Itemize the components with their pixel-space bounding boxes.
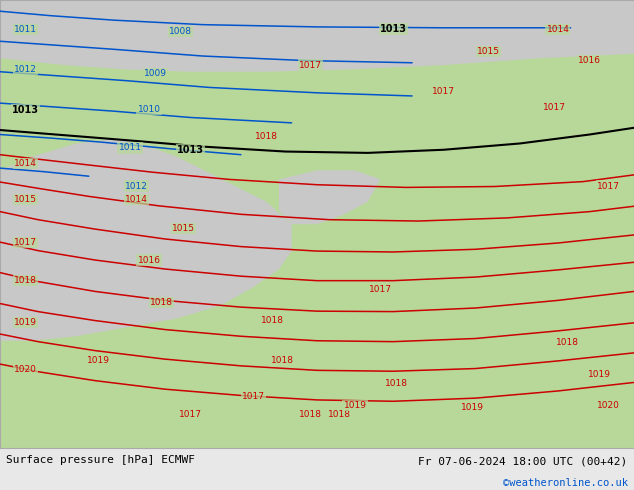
Text: 1019: 1019 [588, 370, 611, 379]
Text: 1019: 1019 [14, 318, 37, 327]
Text: 1014: 1014 [125, 195, 148, 204]
Text: 1011: 1011 [14, 24, 37, 34]
Text: 1019: 1019 [344, 401, 366, 410]
Text: 1013: 1013 [380, 24, 406, 34]
Text: 1012: 1012 [14, 65, 37, 74]
Text: 1015: 1015 [172, 224, 195, 233]
Text: 1020: 1020 [597, 401, 620, 410]
Polygon shape [0, 0, 634, 72]
Text: 1018: 1018 [261, 316, 284, 325]
Text: 1018: 1018 [556, 339, 579, 347]
Text: Surface pressure [hPa] ECMWF: Surface pressure [hPa] ECMWF [6, 455, 195, 465]
Text: 1014: 1014 [14, 159, 37, 168]
Text: 1017: 1017 [597, 182, 620, 191]
Text: 1009: 1009 [144, 70, 167, 78]
Text: ©weatheronline.co.uk: ©weatheronline.co.uk [503, 478, 628, 488]
Text: 1018: 1018 [328, 410, 351, 419]
Text: 1017: 1017 [299, 60, 322, 70]
Text: 1018: 1018 [14, 276, 37, 285]
Text: 1019: 1019 [87, 356, 110, 366]
Polygon shape [0, 0, 634, 448]
Text: 1012: 1012 [125, 182, 148, 191]
Text: 1017: 1017 [242, 392, 265, 401]
Text: 1014: 1014 [547, 24, 569, 34]
Text: 1015: 1015 [477, 47, 500, 56]
Polygon shape [0, 139, 292, 341]
Text: 1018: 1018 [255, 132, 278, 141]
Text: 1018: 1018 [385, 379, 408, 388]
Text: 1017: 1017 [14, 238, 37, 246]
Text: 1013: 1013 [177, 145, 204, 155]
Text: 1011: 1011 [119, 144, 141, 152]
Text: 1013: 1013 [12, 105, 39, 115]
Text: 1019: 1019 [461, 403, 484, 413]
Text: 1017: 1017 [179, 410, 202, 419]
Text: 1016: 1016 [138, 256, 160, 265]
Text: 1017: 1017 [432, 87, 455, 97]
Polygon shape [279, 171, 380, 224]
Text: 1020: 1020 [14, 366, 37, 374]
Text: 1016: 1016 [578, 56, 601, 65]
Text: 1008: 1008 [169, 27, 192, 36]
Text: 1018: 1018 [271, 356, 294, 366]
Text: 1017: 1017 [543, 103, 566, 112]
Text: 1017: 1017 [369, 285, 392, 294]
Text: 1018: 1018 [150, 298, 173, 307]
Text: 1010: 1010 [138, 105, 160, 114]
Text: 1018: 1018 [299, 410, 322, 419]
Text: 1015: 1015 [14, 195, 37, 204]
Text: Fr 07-06-2024 18:00 UTC (00+42): Fr 07-06-2024 18:00 UTC (00+42) [418, 457, 628, 466]
